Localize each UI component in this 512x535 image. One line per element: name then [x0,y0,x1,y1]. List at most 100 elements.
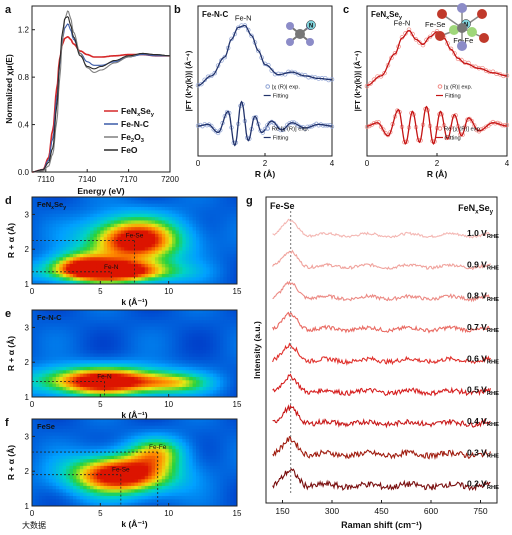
heat-cell [42,370,47,374]
heat-cell [45,253,50,258]
heat-cell [165,270,170,275]
heat-cell [161,270,166,275]
heat-cell [233,277,238,282]
heat-cell [107,277,111,282]
heat-cell [141,230,146,235]
heat-cell [107,439,111,443]
heat-cell [165,469,170,473]
heat-cell [38,502,43,507]
heat-cell [32,452,36,457]
heat-cell [90,482,94,487]
heat-cell [230,203,234,208]
heat-cell [131,310,135,314]
heat-cell [144,310,149,314]
heat-cell [38,210,43,215]
heat-cell [66,495,70,500]
heat-cell [202,386,207,391]
heat-cell [141,343,146,348]
panel-b: b Fe-N-C0 2 4R (Å)|FT (k³χ(k))| (Å⁻⁴) |χ (R)… [174,4,335,179]
heat-cell [127,469,132,473]
heat-cell [93,207,98,211]
heat-cell [69,475,74,480]
heat-cell [49,240,53,245]
heat-cell [165,472,170,477]
heat-cell [110,482,115,487]
heat-cell [196,499,200,504]
heat-cell [127,280,132,285]
heat-cell [100,207,105,211]
heat-cell [219,439,224,443]
heat-cell [93,257,98,261]
heat-cell [103,383,108,388]
heat-cell [79,213,84,218]
heat-cell [178,383,183,388]
heat-cell [216,243,221,248]
heat-cell [178,197,183,201]
heat-cell [100,475,105,480]
heat-cell [86,230,91,235]
heat-cell [141,217,146,221]
heat-cell [158,210,163,215]
heat-cell [49,479,53,483]
heat-cell [124,455,129,460]
heat-cell [86,247,91,251]
heat-cell [90,277,94,282]
heat-cell [213,200,217,205]
heat-cell [127,363,132,368]
heat-cell [151,320,156,324]
heat-cell [223,383,228,388]
heat-cell [137,425,142,430]
heat-cell [117,343,122,348]
heat-cell [103,353,108,358]
heat-cell [110,253,115,258]
heat-cell [107,213,111,218]
heat-cell [62,479,67,483]
heat-cell [62,363,67,368]
heat-cell [35,422,40,427]
heat-cell [32,485,36,490]
heat-cell [83,326,88,331]
heat-cell [73,492,77,497]
heat-cell [107,280,111,285]
heat-cell [110,203,115,208]
heat-cell [107,260,111,265]
heat-cell [117,203,122,208]
heat-cell [161,482,166,487]
heat-cell [100,376,105,381]
heat-cell [192,277,197,282]
heat-cell [233,356,238,361]
heat-cell [168,197,173,201]
heat-cell [233,333,238,338]
heat-cell [131,502,135,507]
heat-cell [35,227,40,231]
heat-cell [148,207,152,211]
heat-cell [107,250,111,255]
heat-cell [165,376,170,381]
heat-cell [76,465,81,470]
heat-cell [117,350,122,354]
heat-cell [230,223,234,228]
heat-cell [209,207,214,211]
heat-cell [45,217,50,221]
heat-cell [199,495,204,500]
heat-cell [124,435,129,440]
heat-cell [148,366,152,371]
heat-cell [141,502,146,507]
heat-cell [62,316,67,321]
heat-cell [168,502,173,507]
heat-cell [158,386,163,391]
heat-cell [35,350,40,354]
legend-label-fit-upper: Fitting [273,94,289,100]
heat-cell [172,452,176,457]
heat-cell [83,250,88,255]
heat-cell [55,240,60,245]
heat-cell [213,465,217,470]
heat-cell [172,429,176,433]
heat-cell [161,273,166,278]
heat-cell [49,247,53,251]
heat-cell [223,393,228,398]
heat-cell [96,253,101,258]
heat-cell [155,462,159,467]
heat-cell [120,223,125,228]
heat-cell [73,495,77,500]
